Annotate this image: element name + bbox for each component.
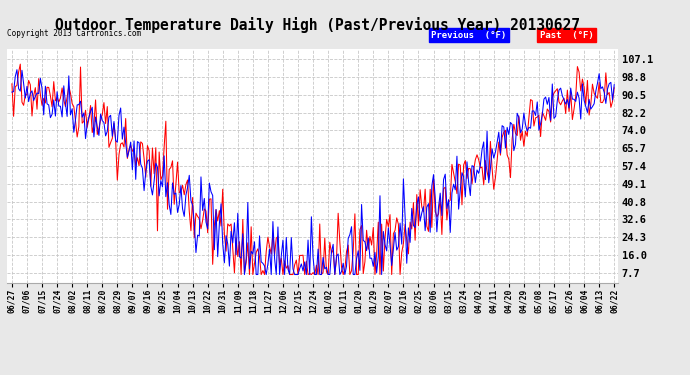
Text: Previous  (°F): Previous (°F) — [431, 31, 506, 40]
Text: Outdoor Temperature Daily High (Past/Previous Year) 20130627: Outdoor Temperature Daily High (Past/Pre… — [55, 17, 580, 33]
Text: Past  (°F): Past (°F) — [540, 31, 594, 40]
Text: Copyright 2013 Cartronics.com: Copyright 2013 Cartronics.com — [7, 29, 141, 38]
